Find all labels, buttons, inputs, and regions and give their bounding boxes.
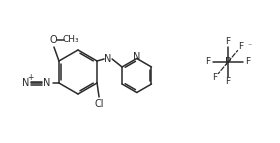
Text: N: N xyxy=(22,78,30,88)
Text: P: P xyxy=(225,57,231,67)
Text: O: O xyxy=(49,35,57,45)
Text: CH₃: CH₃ xyxy=(63,35,79,44)
Text: Cl: Cl xyxy=(94,99,104,109)
Text: F: F xyxy=(238,42,243,51)
Text: F: F xyxy=(246,57,251,66)
Text: F: F xyxy=(225,37,230,46)
Text: F: F xyxy=(213,73,218,82)
Text: N: N xyxy=(133,51,141,61)
Text: N: N xyxy=(43,78,51,88)
Text: F: F xyxy=(225,78,230,87)
Text: N: N xyxy=(104,54,112,64)
Text: ⁻: ⁻ xyxy=(248,41,252,50)
Text: F: F xyxy=(206,57,211,66)
Text: +: + xyxy=(27,74,33,83)
